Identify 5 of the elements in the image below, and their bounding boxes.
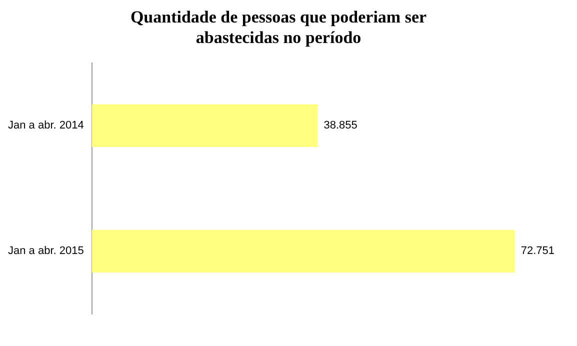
y-tick-label: Jan a abr. 2014 — [8, 120, 84, 132]
y-tick-label: Jan a abr. 2015 — [8, 245, 84, 258]
data-label: 38.855 — [324, 120, 358, 132]
data-label: 72.751 — [520, 245, 555, 258]
chart-title: Quantidade de pessoas que poderiam ser abastecidas no período — [130, 8, 428, 47]
